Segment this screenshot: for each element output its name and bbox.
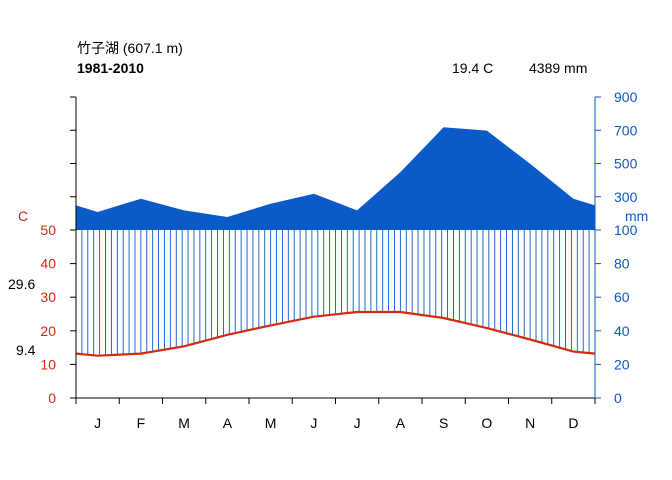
month-label: J: [354, 415, 361, 431]
month-label: D: [568, 415, 578, 431]
right-tick-label: 900: [614, 89, 638, 105]
month-label: O: [481, 415, 492, 431]
month-label: A: [396, 415, 406, 431]
right-tick-label: 300: [614, 189, 638, 205]
right-tick-label: 700: [614, 122, 638, 138]
precipitation-area: [76, 127, 595, 230]
left-tick-label: 10: [40, 356, 56, 372]
right-tick-label: 80: [614, 256, 630, 272]
left-tick-label: 20: [40, 323, 56, 339]
month-label: J: [94, 415, 101, 431]
right-tick-label: 100: [614, 222, 638, 238]
right-tick-label: 0: [614, 390, 622, 406]
annual-precipitation: 4389 mm: [529, 60, 587, 76]
left-tick-label: 0: [48, 390, 56, 406]
left-axis-label: C: [18, 208, 28, 224]
chart-title: 竹子湖 (607.1 m): [77, 40, 183, 56]
chart-subtitle: 1981-2010: [77, 60, 144, 76]
right-tick-label: 20: [614, 356, 630, 372]
month-label: N: [525, 415, 535, 431]
mean-temperature: 19.4 C: [452, 60, 493, 76]
left-tick-label: 50: [40, 222, 56, 238]
right-axis-label: mm: [625, 208, 648, 224]
abs-max-label: 29.6: [8, 276, 35, 292]
plot-area: J F M A M J J A S O N D0102030405002040608010030050…: [40, 89, 637, 431]
month-label: A: [223, 415, 233, 431]
month-label: M: [178, 415, 190, 431]
left-tick-label: 40: [40, 256, 56, 272]
left-tick-label: 30: [40, 289, 56, 305]
temperature-line: [75, 310, 596, 357]
month-label: J: [310, 415, 317, 431]
month-label: M: [265, 415, 277, 431]
right-tick-label: 40: [614, 323, 630, 339]
right-tick-label: 500: [614, 156, 638, 172]
abs-min-label: 9.4: [16, 342, 36, 358]
right-tick-label: 60: [614, 289, 630, 305]
month-label: F: [137, 415, 146, 431]
month-label: S: [439, 415, 448, 431]
